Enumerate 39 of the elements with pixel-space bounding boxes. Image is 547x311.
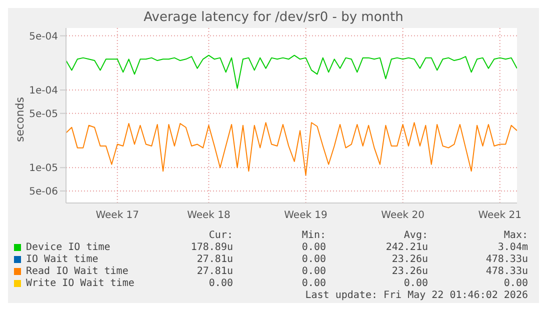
text: Min: — [300, 230, 326, 241]
text: 0.00 — [402, 278, 428, 289]
text: 0.00 — [300, 266, 326, 277]
legend-label: Write IO Wait time — [26, 278, 134, 289]
x-tick-label: Week 17 — [96, 210, 140, 222]
x-tick-label: Week 21 — [478, 210, 522, 222]
line-series — [66, 54, 517, 89]
y-tick-label: 1e-04 — [29, 86, 58, 97]
y-tick-label: 5e-05 — [29, 108, 58, 120]
text: Last update: Fri May 22 01:46:02 2026 — [305, 290, 528, 301]
legend-label: Device IO time — [26, 242, 110, 253]
text: 0.00 — [300, 278, 326, 289]
text: 3.04m — [496, 242, 528, 253]
y-tick-label: 5e-04 — [29, 31, 58, 42]
y-tick-label: 1e-05 — [29, 163, 58, 174]
text: 242.21u — [384, 242, 428, 253]
legend-label: Read IO Wait time — [26, 266, 128, 277]
text: Cur: — [208, 230, 233, 241]
text: 478.33u — [484, 266, 528, 277]
text: 0.00 — [208, 278, 233, 289]
text: 0.00 — [300, 242, 326, 253]
x-tick-label: Week 20 — [381, 210, 424, 222]
line-series — [66, 122, 517, 176]
text: 23.26u — [390, 254, 428, 265]
x-tick-label: Week 18 — [187, 210, 230, 222]
legend-label: IO Wait time — [26, 254, 98, 265]
text: 0.00 — [502, 278, 528, 289]
y-tick-label: 5e-06 — [29, 186, 58, 198]
chart-title: Average latency for /dev/sr0 - by month — [142, 10, 404, 25]
text: 0.00 — [300, 254, 326, 265]
text: Avg: — [402, 230, 428, 241]
text: Max: — [502, 230, 528, 241]
text: 23.26u — [390, 266, 428, 277]
text: 27.81u — [196, 254, 233, 265]
y-axis-title: seconds — [14, 96, 26, 144]
text: 478.33u — [484, 254, 528, 265]
text: 27.81u — [196, 266, 233, 277]
x-tick-label: Week 19 — [284, 210, 328, 222]
text: 178.89u — [190, 242, 233, 253]
